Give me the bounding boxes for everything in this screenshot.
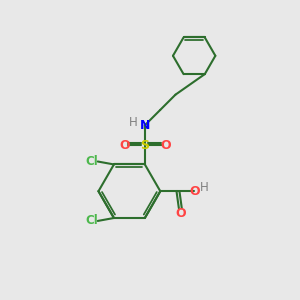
Text: Cl: Cl — [85, 155, 98, 168]
Text: H: H — [129, 116, 138, 129]
Text: O: O — [160, 139, 171, 152]
Text: O: O — [175, 207, 186, 220]
Text: O: O — [119, 139, 130, 152]
Text: N: N — [140, 119, 150, 132]
Text: O: O — [190, 185, 200, 198]
Text: Cl: Cl — [85, 214, 98, 227]
Text: H: H — [200, 181, 208, 194]
Text: S: S — [140, 139, 149, 152]
